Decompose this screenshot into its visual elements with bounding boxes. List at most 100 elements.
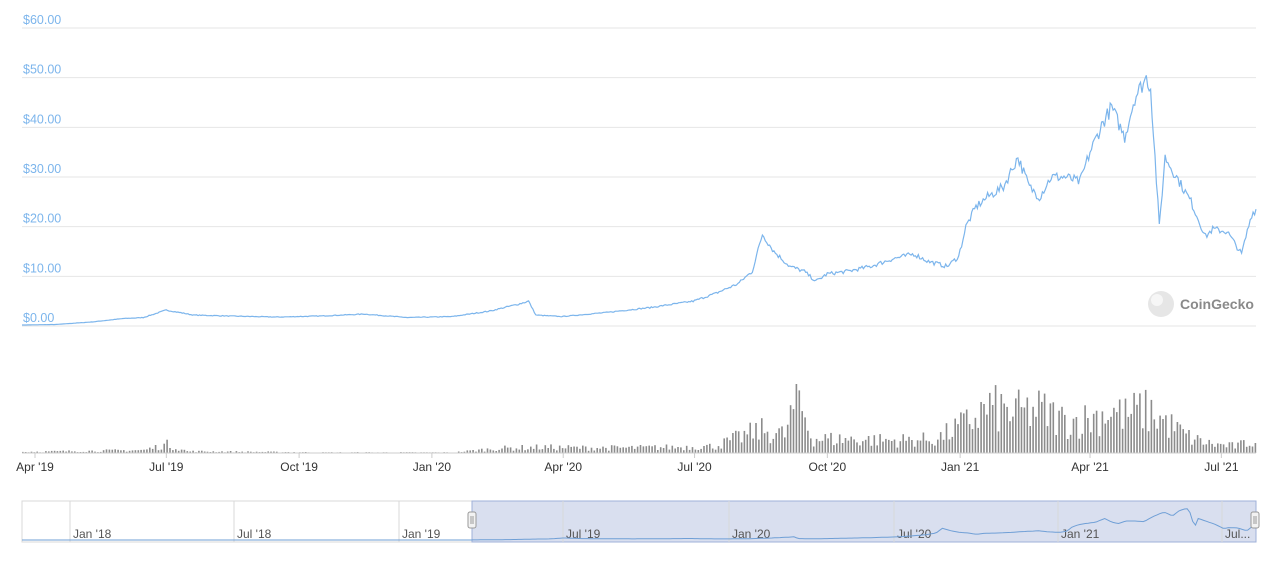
- volume-bar: [723, 438, 725, 453]
- volume-bar: [920, 441, 922, 453]
- x-tick-label: Apr '21: [1071, 460, 1109, 474]
- volume-bar: [1110, 417, 1112, 453]
- volume-bar: [703, 446, 705, 453]
- volume-bar: [842, 443, 844, 453]
- volume-bar: [827, 438, 829, 453]
- volume-bar: [946, 423, 948, 453]
- navigator-tick-label: Jul...: [1225, 527, 1250, 541]
- volume-bar: [1159, 416, 1161, 453]
- volume-bar: [637, 447, 639, 453]
- volume-bar: [744, 431, 746, 453]
- volume-bar: [1191, 445, 1193, 453]
- volume-bar: [807, 431, 809, 453]
- volume-bar: [672, 446, 674, 453]
- navigator-tick-label: Jan '18: [73, 527, 112, 541]
- volume-bar: [1099, 436, 1101, 453]
- volume-bar: [1070, 435, 1072, 453]
- volume-bar: [1009, 421, 1011, 453]
- volume-bar: [975, 418, 977, 453]
- navigator-right-handle[interactable]: [1251, 512, 1259, 528]
- volume-bar: [510, 447, 512, 453]
- volume-bar: [680, 447, 682, 453]
- volume-bar: [1156, 429, 1158, 453]
- volume-bar: [778, 428, 780, 453]
- y-tick-label: $30.00: [23, 162, 61, 176]
- volume-bar: [1064, 415, 1066, 453]
- volume-bar: [836, 443, 838, 453]
- volume-bar: [839, 434, 841, 453]
- volume-bar: [654, 445, 656, 453]
- volume-bar: [960, 412, 962, 453]
- x-tick-label: Jan '20: [413, 460, 452, 474]
- volume-bar: [152, 449, 154, 453]
- volume-bar: [487, 448, 489, 453]
- volume-bar: [738, 431, 740, 453]
- volume-bar: [853, 439, 855, 453]
- volume-bar: [620, 448, 622, 453]
- volume-bar: [1125, 399, 1127, 453]
- volume-bar: [625, 448, 627, 453]
- watermark-text: CoinGecko: [1180, 296, 1254, 312]
- volume-bar: [856, 442, 858, 453]
- volume-bar: [830, 433, 832, 453]
- volume-bar: [900, 441, 902, 453]
- volume-bar: [161, 450, 163, 453]
- y-axis: $0.00$10.00$20.00$30.00$40.00$50.00$60.0…: [23, 13, 61, 325]
- volume-bar: [897, 448, 899, 453]
- y-tick-label: $50.00: [23, 63, 61, 77]
- volume-bar: [1079, 439, 1081, 453]
- volume-bar: [972, 429, 974, 453]
- x-tick-label: Oct '19: [280, 460, 318, 474]
- volume-bar: [669, 450, 671, 453]
- volume-bar: [801, 411, 803, 453]
- volume-bar: [937, 440, 939, 453]
- volume-bar: [1087, 418, 1089, 453]
- volume-bar: [501, 449, 503, 454]
- volume-bar: [169, 448, 171, 453]
- volume-bar: [1032, 407, 1034, 453]
- volume-bar: [709, 444, 711, 453]
- volume-bar: [646, 446, 648, 453]
- volume-bar: [530, 447, 532, 453]
- volume-bar: [648, 446, 650, 453]
- volume-bar: [894, 440, 896, 454]
- volume-bar: [1208, 440, 1210, 453]
- volume-bar: [559, 446, 561, 453]
- price-series: [22, 75, 1256, 325]
- volume-bar: [1084, 405, 1086, 453]
- volume-bar: [764, 433, 766, 453]
- volume-bar: [706, 445, 708, 453]
- volume-bar: [908, 437, 910, 453]
- volume-bar: [1029, 426, 1031, 453]
- navigator-left-handle[interactable]: [468, 512, 476, 528]
- volume-bar: [674, 449, 676, 454]
- volume-bar: [923, 433, 925, 454]
- volume-bar: [536, 445, 538, 454]
- volume-bar: [796, 384, 798, 453]
- volume-bar: [504, 446, 506, 453]
- volume-bar: [602, 447, 604, 453]
- volume-bar: [521, 445, 523, 453]
- volume-bar: [888, 440, 890, 453]
- volume-bar: [726, 438, 728, 454]
- volume-bar: [1229, 442, 1231, 453]
- volume-bar: [114, 449, 116, 453]
- volume-bar: [1021, 407, 1023, 453]
- volume-bar: [914, 447, 916, 453]
- y-tick-label: $40.00: [23, 112, 61, 126]
- volume-bar: [1194, 440, 1196, 453]
- gecko-logo-eye: [1151, 294, 1163, 306]
- volume-bar: [940, 432, 942, 453]
- volume-bar: [1136, 405, 1138, 453]
- volume-bar: [1234, 449, 1236, 454]
- volume-bar: [1122, 429, 1124, 453]
- volume-bar: [1130, 414, 1132, 453]
- volume-bar: [1133, 393, 1135, 453]
- volume-bar: [547, 448, 549, 453]
- volume-bar: [1001, 394, 1003, 453]
- volume-bar: [1154, 419, 1156, 453]
- volume-bar: [1246, 447, 1248, 453]
- volume-bar: [749, 423, 751, 453]
